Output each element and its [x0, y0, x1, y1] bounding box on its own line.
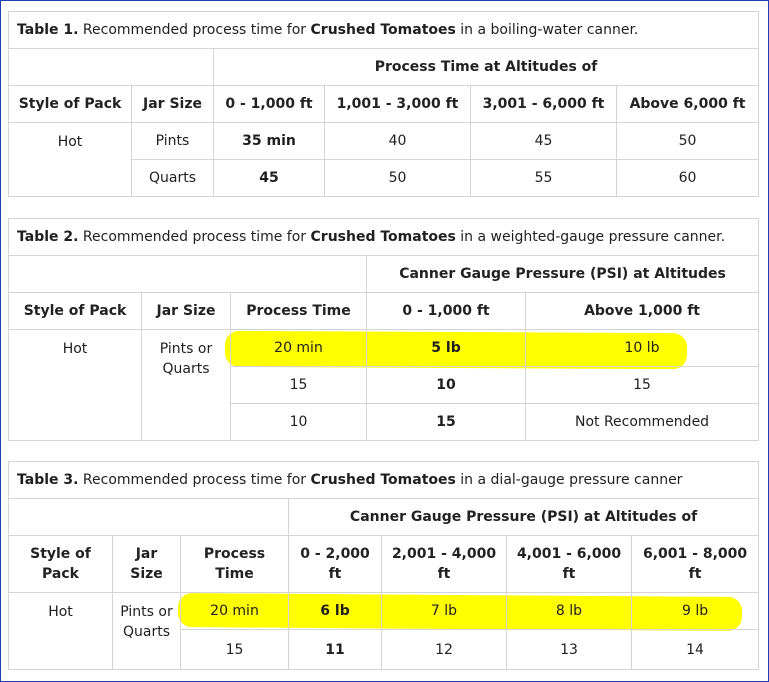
value-cell: 40	[324, 122, 471, 160]
value-cell: 8 lb	[506, 592, 632, 630]
jar-size-cell: Pints	[131, 122, 214, 160]
table-caption: Table 3. Recommended process time for Cr…	[7, 461, 760, 499]
column-header: Style of Pack	[8, 85, 132, 123]
value-cell: 9 lb	[630, 592, 760, 630]
column-header: Process Time	[180, 535, 289, 593]
value-cell: 55	[470, 159, 617, 197]
column-header: Above 1,000 ft	[524, 292, 760, 330]
process-time-cell: 10	[230, 403, 367, 441]
value-cell: 5 lb	[366, 329, 526, 367]
table-caption: Table 1. Recommended process time for Cr…	[7, 11, 760, 49]
table-dial-gauge-canner: Table 3. Recommended process time for Cr…	[7, 461, 760, 670]
group-header: Canner Gauge Pressure (PSI) at Altitudes	[365, 255, 760, 293]
column-header: 0 - 2,000 ft	[288, 535, 382, 593]
column-header: 1,001 - 3,000 ft	[324, 85, 471, 123]
column-header: Above 6,000 ft	[615, 85, 760, 123]
column-header: 6,001 - 8,000 ft	[630, 535, 760, 593]
table-weighted-gauge-canner: Table 2. Recommended process time for Cr…	[7, 218, 760, 441]
value-cell: 45	[470, 122, 617, 160]
value-cell: 45	[213, 159, 325, 197]
group-header: Process Time at Altitudes of	[212, 48, 760, 86]
style-of-pack-cell: Hot	[8, 329, 142, 441]
value-cell: 15	[366, 403, 526, 441]
jar-size-cell: Pints or Quarts	[141, 329, 231, 441]
value-cell: 15	[524, 366, 760, 404]
column-header: Process Time	[230, 292, 367, 330]
value-cell: 60	[615, 159, 760, 197]
table-boiling-water-canner: Table 1. Recommended process time for Cr…	[7, 11, 760, 197]
column-header: Jar Size	[112, 535, 181, 593]
table-row: Hot Pints 35 min 40 45 50	[8, 122, 760, 197]
process-time-cell: 20 min	[180, 592, 289, 630]
empty-header-cell	[8, 498, 289, 536]
column-header: 0 - 1,000 ft	[213, 85, 325, 123]
empty-header-cell	[8, 255, 367, 293]
column-header: 3,001 - 6,000 ft	[470, 85, 617, 123]
column-header: 4,001 - 6,000 ft	[506, 535, 632, 593]
style-of-pack-cell: Hot	[8, 122, 132, 197]
table-row: Hot Pints or Quarts 20 min 5 lb 10 lb	[8, 329, 760, 441]
value-cell: 10 lb	[524, 329, 760, 367]
value-cell: 35 min	[213, 122, 325, 160]
table-caption: Table 2. Recommended process time for Cr…	[7, 218, 760, 256]
process-time-cell: 15	[180, 629, 289, 670]
column-header: 0 - 1,000 ft	[366, 292, 526, 330]
value-cell: 14	[630, 629, 760, 670]
jar-size-cell: Pints or Quarts	[112, 592, 181, 670]
column-header: Jar Size	[131, 85, 214, 123]
value-cell: 50	[324, 159, 471, 197]
value-cell: Not Recommended	[524, 403, 760, 441]
group-header: Canner Gauge Pressure (PSI) at Altitudes…	[287, 498, 760, 536]
process-time-cell: 20 min	[230, 329, 367, 367]
table-row: Hot Pints or Quarts 20 min 6 lb 7 lb 8 l…	[8, 592, 760, 670]
table-row: 15 11 12 13 14	[9, 629, 760, 670]
column-header: Style of Pack	[8, 292, 142, 330]
style-of-pack-cell: Hot	[8, 592, 113, 670]
jar-size-cell: Quarts	[131, 159, 214, 197]
process-time-cell: 15	[230, 366, 367, 404]
value-cell: 50	[615, 122, 760, 160]
table-row: 10 15 Not Recommended	[9, 403, 760, 441]
value-cell: 12	[381, 629, 507, 670]
value-cell: 11	[288, 629, 382, 670]
value-cell: 10	[366, 366, 526, 404]
column-header: Style of Pack	[8, 535, 113, 593]
value-cell: 6 lb	[288, 592, 382, 630]
column-header: 2,001 - 4,000 ft	[381, 535, 507, 593]
empty-header-cell	[8, 48, 214, 86]
value-cell: 13	[506, 629, 632, 670]
column-header: Jar Size	[141, 292, 231, 330]
value-cell: 7 lb	[381, 592, 507, 630]
table-row: Quarts 45 50 55 60	[9, 159, 760, 197]
table-row: 15 10 15	[9, 366, 760, 404]
